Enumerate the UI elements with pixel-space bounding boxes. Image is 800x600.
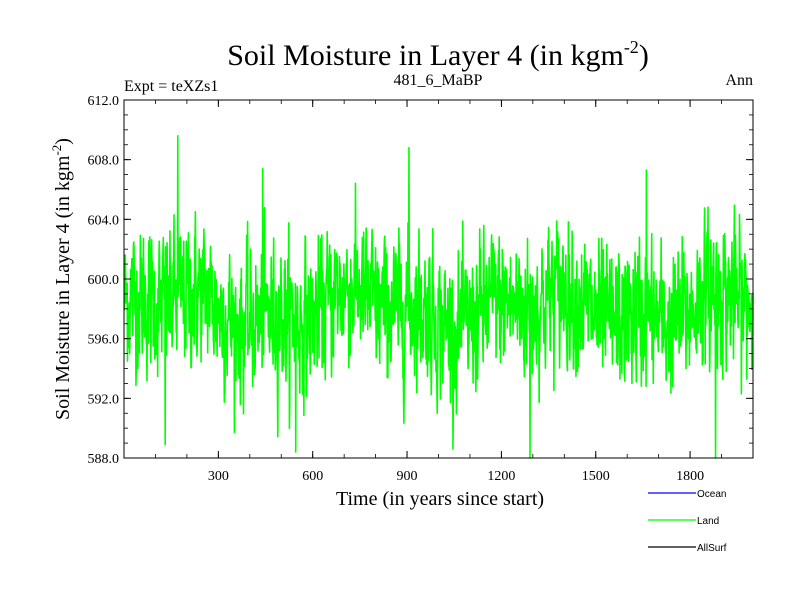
y-tick-label: 592.0 xyxy=(88,392,120,407)
y-axis-label: Soil Moisture in Layer 4 (in kgm-2) xyxy=(49,138,74,420)
x-tick-label: 1500 xyxy=(582,469,610,484)
x-tick-label: 1200 xyxy=(487,469,515,484)
y-tick-label: 600.0 xyxy=(88,273,120,288)
x-axis: 300 600 900 1200 1500 1800 xyxy=(155,100,722,484)
x-tick-label: 300 xyxy=(208,469,229,484)
legend-label-land: Land xyxy=(697,516,719,527)
x-tick-label: 900 xyxy=(397,469,418,484)
series-land-line xyxy=(123,135,754,459)
x-tick-label: 1800 xyxy=(676,469,704,484)
subtitle-center: 481_6_MaBP xyxy=(394,72,483,89)
y-tick-label: 612.0 xyxy=(88,94,120,109)
y-tick-label: 604.0 xyxy=(88,213,120,228)
y-tick-label: 608.0 xyxy=(88,154,120,169)
chart-title: Soil Moisture in Layer 4 (in kgm-2) xyxy=(227,37,649,72)
y-tick-label: 596.0 xyxy=(88,333,120,348)
series-land-group xyxy=(123,135,754,459)
subtitle-left: Expt = teXZs1 xyxy=(124,78,218,95)
x-axis-label: Time (in years since start) xyxy=(336,488,544,510)
y-axis: 588.0 592.0 596.0 600.0 604.0 608.0 612.0 xyxy=(88,94,753,467)
legend-label-allsurf: AllSurf xyxy=(697,543,727,554)
legend-label-ocean: Ocean xyxy=(697,489,726,500)
x-tick-label: 600 xyxy=(302,469,323,484)
y-tick-label: 588.0 xyxy=(88,452,120,467)
legend: Ocean Land AllSurf xyxy=(648,489,727,554)
subtitle-right: Ann xyxy=(725,72,753,89)
